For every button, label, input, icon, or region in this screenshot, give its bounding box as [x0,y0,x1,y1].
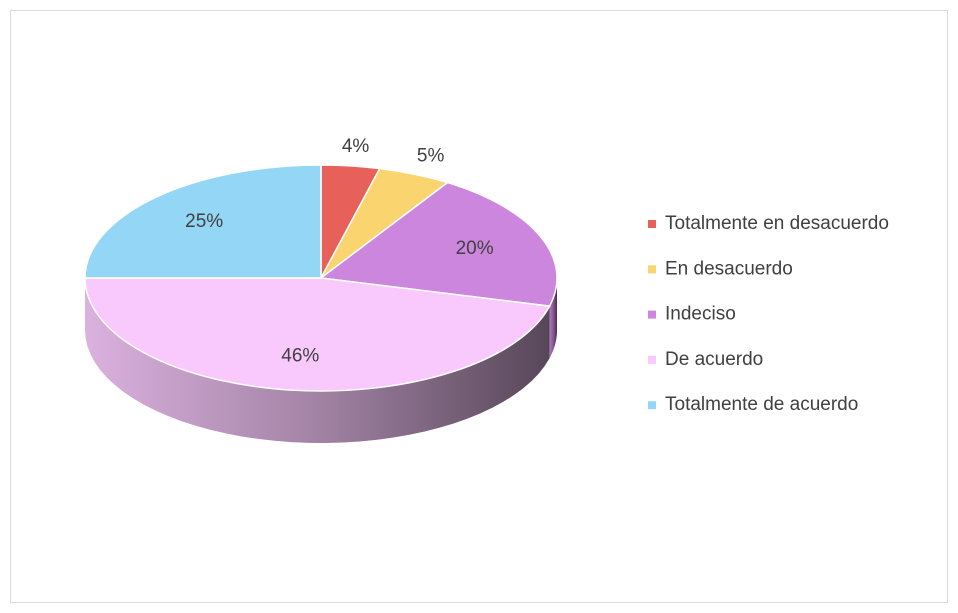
slice [319,181,558,307]
legend-label: Indeciso [665,304,736,325]
legend-label: En desacuerdo [665,258,793,279]
data-label: 20% [456,238,494,259]
slice [84,164,322,279]
legend-label: Totalmente en desacuerdo [665,213,889,234]
data-label: 5% [417,146,445,167]
legend-label: Totalmente de acuerdo [665,394,858,415]
legend-marker [648,220,656,228]
legend-marker [648,401,656,410]
data-label: 4% [342,136,370,157]
data-label: 25% [185,211,223,232]
legend-label: De acuerdo [665,349,763,370]
data-label: 46% [281,345,319,366]
slice-side-shade [549,278,557,359]
legend-marker [648,355,656,364]
legend-marker [648,310,656,319]
legend-marker [648,265,656,274]
slice-side-shade [85,278,550,443]
slice [84,277,551,392]
